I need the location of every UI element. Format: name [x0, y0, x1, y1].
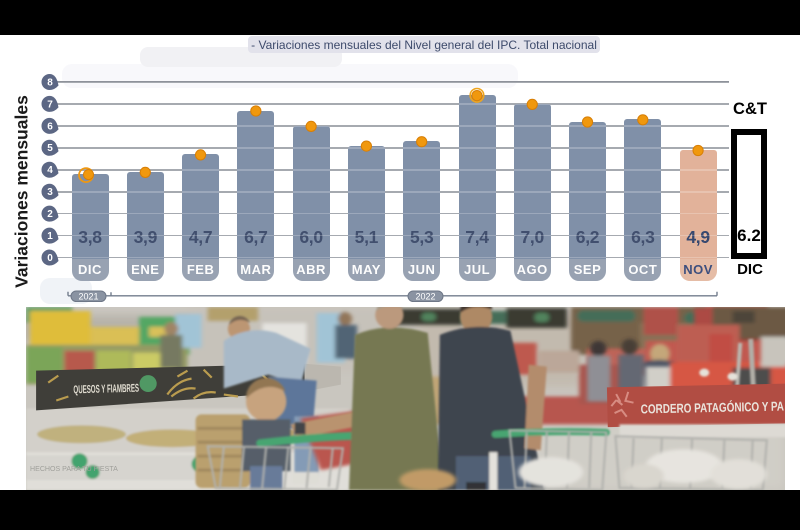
svg-text:2021: 2021 — [78, 291, 98, 301]
svg-text:4: 4 — [47, 165, 53, 176]
svg-text:CORDERO PATAGÓNICO Y PA: CORDERO PATAGÓNICO Y PA — [641, 399, 785, 417]
svg-text:6: 6 — [47, 121, 53, 132]
svg-text:1: 1 — [47, 231, 53, 242]
svg-text:2: 2 — [47, 209, 53, 220]
svg-text:3: 3 — [47, 187, 53, 198]
svg-text:5: 5 — [47, 143, 53, 154]
svg-text:7: 7 — [47, 99, 53, 110]
svg-text:0: 0 — [47, 253, 53, 264]
svg-text:8: 8 — [47, 77, 53, 88]
svg-text:2022: 2022 — [415, 291, 435, 301]
svg-text:QUESOS Y FIAMBRES: QUESOS Y FIAMBRES — [73, 383, 139, 397]
svg-text:HECHOS PARA TU FIESTA: HECHOS PARA TU FIESTA — [30, 466, 118, 473]
